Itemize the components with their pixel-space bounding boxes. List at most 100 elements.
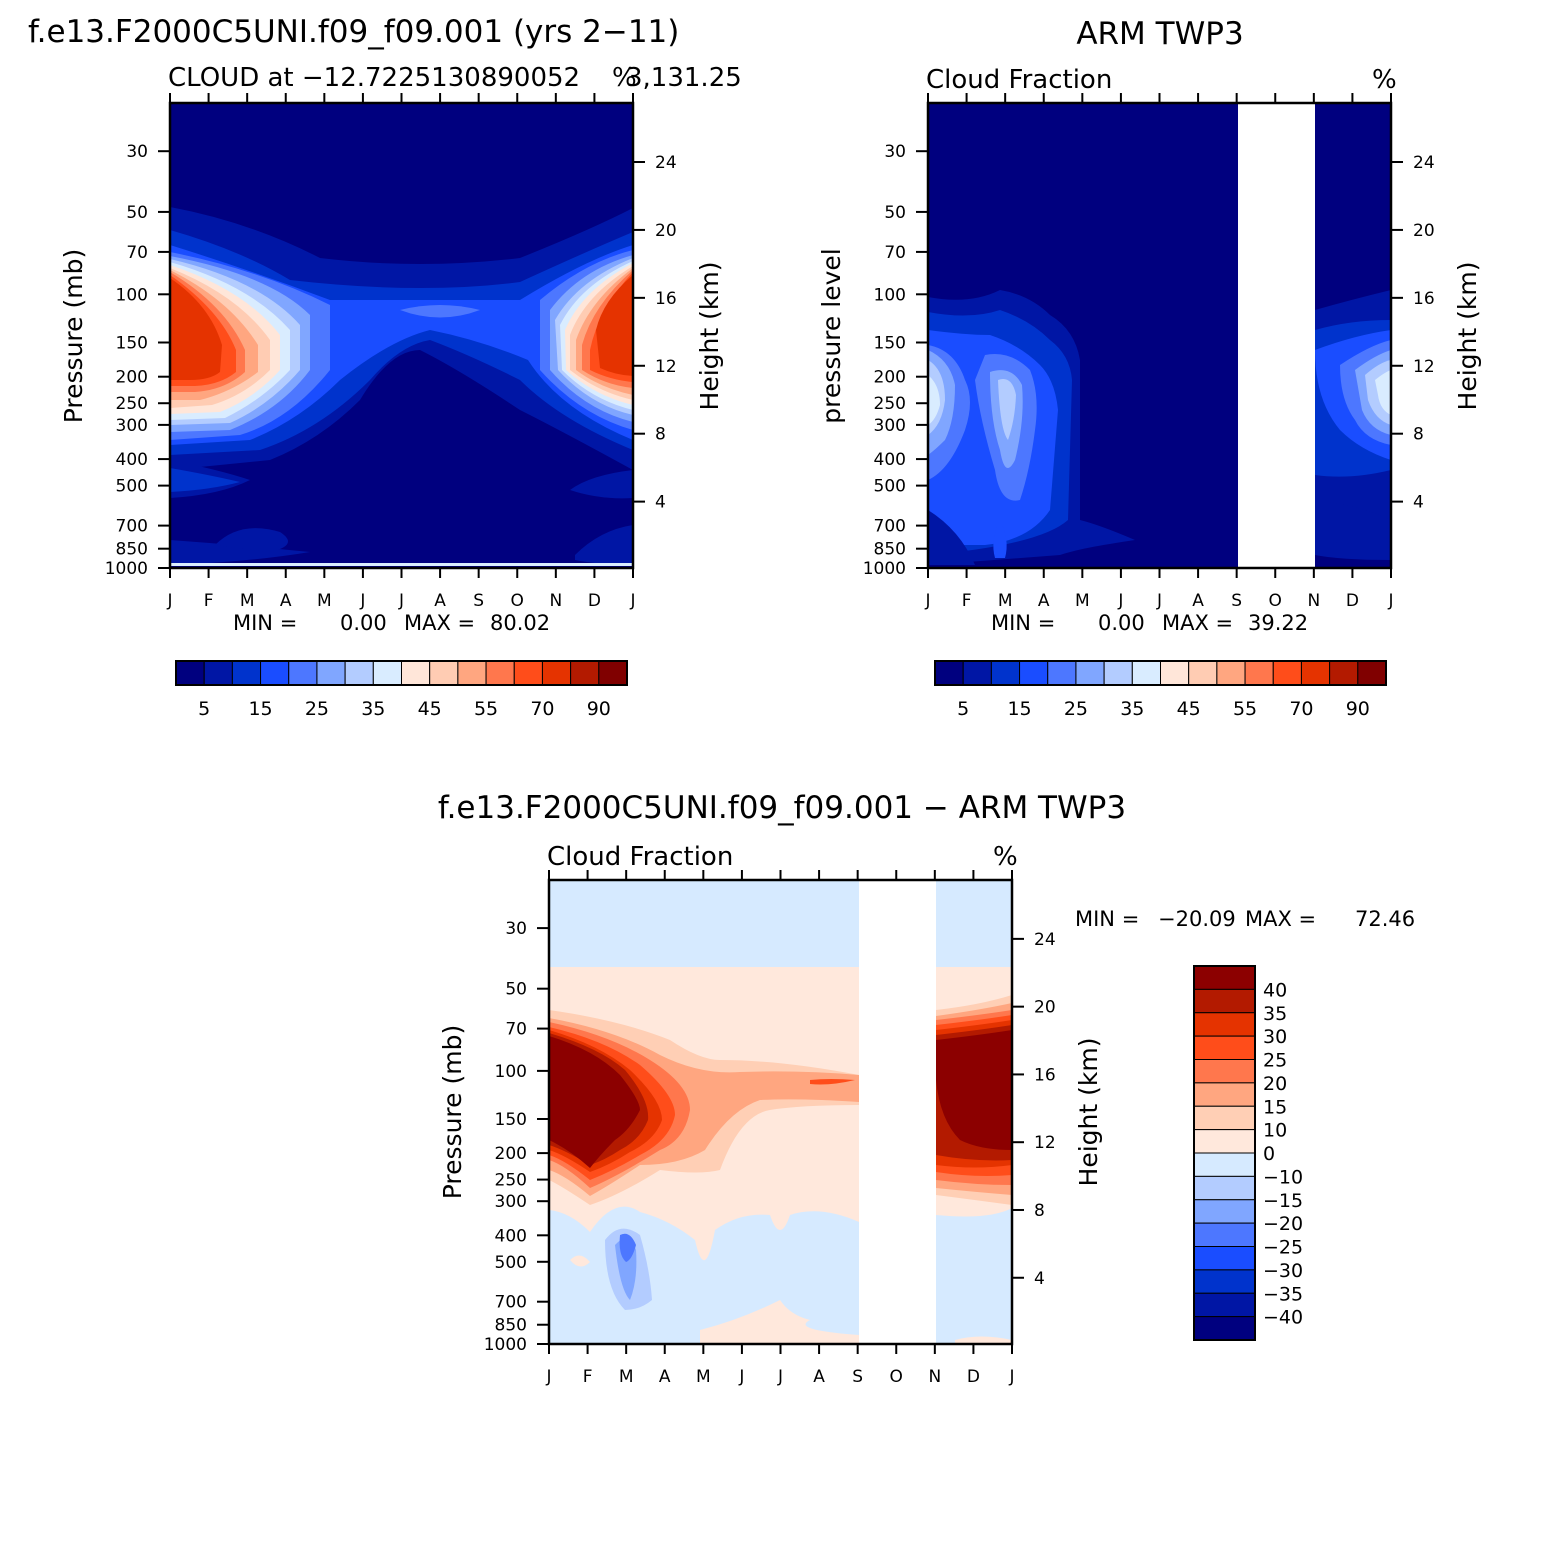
model-contour-field xyxy=(170,103,633,568)
colorbar-label: 45 xyxy=(418,698,442,720)
colorbar-label: 45 xyxy=(1177,698,1201,720)
month-tick-label: J xyxy=(924,591,930,611)
month-tick-label: S xyxy=(1231,591,1242,611)
colorbar-swatch xyxy=(1329,660,1359,686)
month-tick-label: F xyxy=(962,591,972,611)
diff-max-value: 72.46 xyxy=(1355,907,1415,931)
pressure-tick-label: 250 xyxy=(874,394,906,414)
colorbar-swatch xyxy=(598,660,628,686)
height-tick-label: 16 xyxy=(655,289,677,309)
colorbar-label: −30 xyxy=(1263,1260,1303,1282)
colorbar-swatch xyxy=(1075,660,1105,686)
diff-max-label: MAX = xyxy=(1245,907,1316,931)
month-tick-label: N xyxy=(928,1367,941,1387)
obs-colorbar: 5 15 25 35 45 55 70 90 xyxy=(934,660,1387,720)
colorbar-label: 55 xyxy=(1233,698,1257,720)
height-tick-label: 24 xyxy=(655,153,677,173)
month-tick-label: J xyxy=(738,1367,744,1387)
height-tick-label: 16 xyxy=(1413,289,1435,309)
pressure-tick-label: 30 xyxy=(884,142,906,162)
pressure-tick-label: 1000 xyxy=(863,559,906,579)
pressure-tick-label: 300 xyxy=(116,416,148,436)
colorbar-swatch xyxy=(1193,1199,1256,1224)
model-max-label: MAX = xyxy=(404,611,475,635)
colorbar-label: −35 xyxy=(1263,1283,1303,1305)
colorbar-frame xyxy=(934,660,1387,686)
colorbar-swatch xyxy=(344,660,374,686)
model-min-label: MIN = xyxy=(233,611,297,635)
pressure-tick-label: 700 xyxy=(495,1293,527,1313)
colorbar-swatch xyxy=(1193,1059,1256,1084)
height-tick-label: 12 xyxy=(1034,1133,1056,1153)
month-tick-label: A xyxy=(280,591,292,611)
colorbar-swatch xyxy=(1300,660,1331,686)
month-tick-label: F xyxy=(204,591,214,611)
pressure-tick-label: 50 xyxy=(884,203,906,223)
colorbar-frame xyxy=(1193,965,1256,1341)
pressure-tick-label: 70 xyxy=(884,243,906,263)
colorbar-label: 40 xyxy=(1263,979,1287,1001)
pressure-tick-label: 700 xyxy=(116,517,148,537)
colorbar-label: 25 xyxy=(305,698,329,720)
month-tick-label: O xyxy=(511,591,524,611)
month-tick-label: M xyxy=(998,591,1013,611)
colorbar-swatch xyxy=(570,660,600,686)
height-tick-label: 8 xyxy=(655,425,666,445)
colorbar-swatch xyxy=(316,660,346,686)
month-tick-label: J xyxy=(1387,591,1393,611)
colorbar-swatch xyxy=(513,660,543,686)
diff-y-title: Pressure (mb) xyxy=(438,1025,467,1199)
colorbar-label: 30 xyxy=(1263,1026,1287,1048)
model-y2-title: Height (km) xyxy=(695,262,724,411)
colorbar-swatch xyxy=(1193,1129,1256,1154)
colorbar-swatch xyxy=(1188,660,1218,686)
colorbar-label: −10 xyxy=(1263,1166,1303,1188)
diff-title: f.e13.F2000C5UNI.f09_f09.001 − ARM TWP3 xyxy=(438,790,1126,826)
month-tick-label: M xyxy=(696,1367,711,1387)
colorbar-label: 35 xyxy=(1263,1003,1287,1025)
month-tick-label: D xyxy=(588,591,601,611)
diff-left-label: Cloud Fraction xyxy=(547,842,733,872)
model-panel: f.e13.F2000C5UNI.f09_f09.001 (yrs 2−11) … xyxy=(28,14,742,720)
pressure-tick-label: 850 xyxy=(116,540,148,560)
month-tick-label: N xyxy=(1307,591,1320,611)
colorbar-swatch xyxy=(1193,1222,1256,1247)
pressure-tick-label: 300 xyxy=(495,1192,527,1212)
month-tick-label: J xyxy=(359,591,365,611)
height-tick-label: 16 xyxy=(1034,1065,1056,1085)
colorbar-swatch xyxy=(1193,1105,1256,1131)
colorbar-swatch xyxy=(1193,1082,1256,1107)
colorbar-swatch xyxy=(1193,1035,1256,1060)
colorbar-swatch xyxy=(1019,660,1049,686)
colorbar-label: 20 xyxy=(1263,1073,1287,1095)
colorbar-label: −25 xyxy=(1263,1237,1303,1259)
obs-max-label: MAX = xyxy=(1162,611,1233,635)
height-tick-label: 12 xyxy=(1413,357,1435,377)
height-tick-label: 20 xyxy=(1413,221,1435,241)
colorbar-swatch xyxy=(1244,660,1274,686)
colorbar-label: 70 xyxy=(1289,698,1313,720)
colorbar-swatch xyxy=(1193,965,1256,990)
colorbar-swatch xyxy=(372,660,402,686)
height-tick-label: 24 xyxy=(1034,930,1056,950)
obs-title: ARM TWP3 xyxy=(1076,16,1243,52)
pressure-tick-label: 400 xyxy=(874,450,906,470)
colorbar-label: 25 xyxy=(1064,698,1088,720)
obs-y2-title: Height (km) xyxy=(1453,262,1482,411)
diff-panel: f.e13.F2000C5UNI.f09_f09.001 − ARM TWP3 … xyxy=(438,790,1415,1387)
pressure-tick-label: 200 xyxy=(495,1144,527,1164)
pressure-tick-label: 500 xyxy=(116,477,148,497)
month-tick-label: M xyxy=(1075,591,1090,611)
pressure-tick-label: 400 xyxy=(495,1226,527,1246)
colorbar-label: 5 xyxy=(198,698,210,720)
pressure-tick-label: 200 xyxy=(874,368,906,388)
colorbar-swatch xyxy=(1193,1316,1256,1341)
pressure-tick-label: 50 xyxy=(126,203,148,223)
month-tick-label: O xyxy=(1269,591,1282,611)
obs-left-label: Cloud Fraction xyxy=(926,65,1112,95)
pressure-tick-label: 500 xyxy=(874,477,906,497)
month-tick-label: J xyxy=(777,1367,783,1387)
